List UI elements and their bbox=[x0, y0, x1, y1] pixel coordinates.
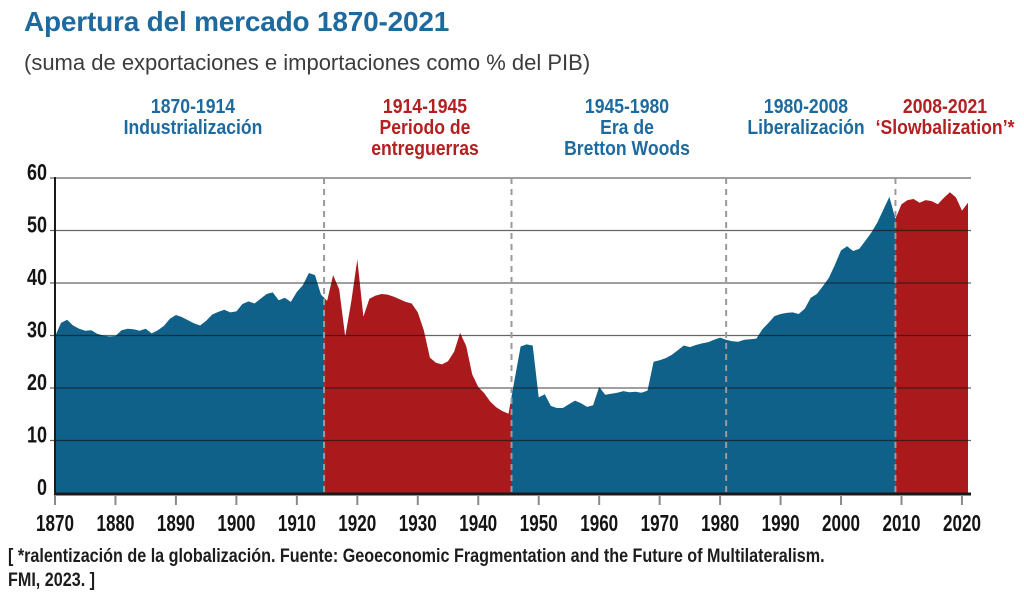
period-name: ‘Slowbalization’* bbox=[875, 117, 1015, 139]
period-name: Liberalización bbox=[747, 117, 865, 139]
period-name: Era de Bretton Woods bbox=[564, 117, 690, 160]
period-label-bretton-woods: 1945-1980 Era de Bretton Woods bbox=[564, 97, 690, 160]
x-tick-label: 2020 bbox=[943, 510, 981, 536]
period-label-liberalizacion: 1980-2008 Liberalización bbox=[747, 97, 864, 139]
x-tick-label: 1890 bbox=[157, 510, 195, 536]
y-tick-label: 40 bbox=[27, 264, 47, 290]
x-tick-label: 1970 bbox=[641, 510, 679, 536]
source-note-line1: [ *ralentización de la globalización. Fu… bbox=[8, 546, 825, 567]
x-tick-label: 1880 bbox=[97, 510, 135, 536]
period-range: 1870-1914 bbox=[150, 96, 236, 118]
y-tick-label: 10 bbox=[27, 422, 47, 448]
period-label-entreguerras: 1914-1945 Periodo de entreguerras bbox=[371, 97, 479, 160]
x-tick-label: 2010 bbox=[883, 510, 921, 536]
area-segment-bretton-woods-y-liberalizacion bbox=[511, 196, 896, 493]
y-tick-label: 50 bbox=[27, 212, 47, 238]
area-segment-industrializacion bbox=[55, 273, 325, 493]
period-label-industrializacion: 1870-1914 Industrialización bbox=[124, 97, 263, 139]
x-tick-label: 1990 bbox=[762, 510, 800, 536]
area-segment-slowbalization bbox=[895, 192, 968, 493]
y-tick-label: 60 bbox=[27, 159, 47, 185]
x-tick-label: 1950 bbox=[520, 510, 558, 536]
period-name: Periodo de entreguerras bbox=[371, 117, 479, 160]
x-tick-label: 2000 bbox=[822, 510, 860, 536]
period-range: 1945-1980 bbox=[584, 96, 670, 118]
y-tick-label: 20 bbox=[27, 369, 47, 395]
chart-title: Apertura del mercado 1870-2021 bbox=[24, 6, 450, 37]
period-range: 2008-2021 bbox=[902, 96, 988, 118]
x-tick-label: 1870 bbox=[36, 510, 74, 536]
x-tick-label: 1920 bbox=[338, 510, 376, 536]
source-note: [ *ralentización de la globalización. Fu… bbox=[8, 545, 825, 593]
area-segment-entreguerras bbox=[324, 259, 512, 493]
y-tick-label: 0 bbox=[37, 474, 47, 500]
source-note-line2: FMI, 2023. ] bbox=[8, 570, 96, 591]
x-tick-label: 1900 bbox=[217, 510, 255, 536]
x-tick-label: 1960 bbox=[580, 510, 618, 536]
period-name: Industrialización bbox=[123, 117, 263, 139]
x-tick-label: 1910 bbox=[278, 510, 316, 536]
x-tick-label: 1980 bbox=[701, 510, 739, 536]
x-tick-label: 1940 bbox=[459, 510, 497, 536]
chart-subtitle: (suma de exportaciones e importaciones c… bbox=[24, 50, 591, 75]
period-label-slowbalization: 2008-2021 ‘Slowbalization’* bbox=[876, 97, 1015, 139]
period-range: 1914-1945 bbox=[382, 96, 468, 118]
x-tick-label: 1930 bbox=[399, 510, 437, 536]
period-range: 1980-2008 bbox=[763, 96, 849, 118]
y-tick-label: 30 bbox=[27, 317, 47, 343]
